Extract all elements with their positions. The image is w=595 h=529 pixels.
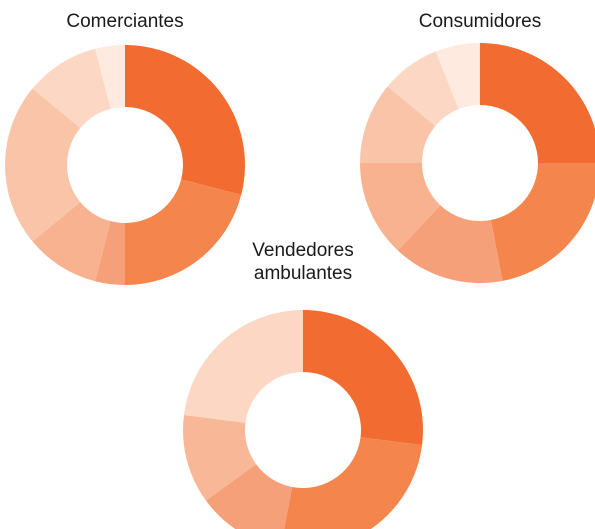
donut-slice xyxy=(95,221,125,285)
chart-title: Consumidores xyxy=(418,11,542,32)
donut-slice xyxy=(95,45,125,109)
donut-slice xyxy=(32,201,111,282)
chart-title: Comerciantes xyxy=(66,11,184,32)
donut-slice xyxy=(397,205,503,283)
donut-slice xyxy=(183,310,303,423)
donut-slice xyxy=(490,163,595,281)
donut-slice xyxy=(32,48,111,129)
donut-slice xyxy=(205,464,293,529)
donut-slice xyxy=(303,310,424,446)
donut-slice xyxy=(125,45,245,195)
chart-title: Vendedores ambulantes xyxy=(252,240,354,284)
donut-slice xyxy=(284,437,423,529)
donut-slice xyxy=(480,43,595,163)
donut-slice xyxy=(435,43,480,110)
donut-slice xyxy=(360,163,441,251)
donut-slice xyxy=(387,51,459,127)
donut-slice xyxy=(360,86,436,163)
donut-slice xyxy=(125,179,242,285)
donut-slice xyxy=(183,414,257,501)
donut-slice xyxy=(4,88,81,242)
